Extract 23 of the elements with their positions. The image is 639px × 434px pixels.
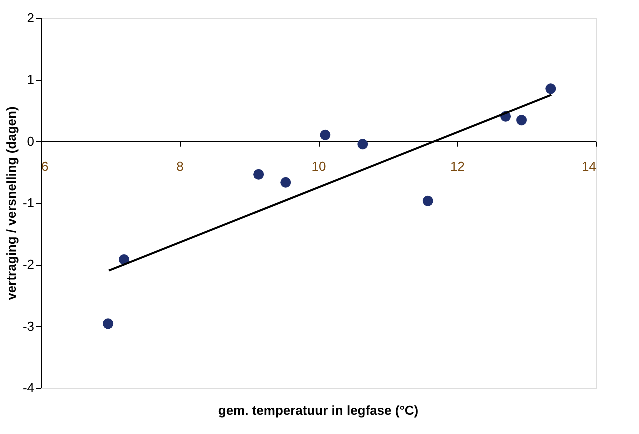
point	[103, 318, 114, 330]
point	[280, 177, 292, 188]
y-tick-label: -3	[22, 318, 34, 334]
y-tick-label: 1	[27, 72, 34, 88]
point	[358, 139, 368, 150]
x-tick-label: 10	[312, 158, 326, 174]
y-tick-label: -2	[22, 257, 34, 272]
x-tick-label: 12	[450, 158, 465, 174]
x-tick-label: 8	[176, 158, 184, 174]
x-tick-label: 14	[582, 158, 596, 174]
y-tick-label: 0	[27, 134, 34, 149]
point	[320, 130, 331, 140]
point	[516, 115, 528, 126]
point	[546, 84, 556, 94]
point	[422, 196, 434, 206]
point	[254, 169, 264, 180]
x-tick-label: 6	[42, 158, 49, 174]
y-tick-label: -4	[22, 380, 34, 396]
x-axis-title: gem. temperatuur in legfase (°C)	[218, 403, 419, 418]
y-tick-label: -1	[22, 196, 34, 210]
point	[119, 254, 130, 265]
y-axis-title: vertraging / versnelling (dagen)	[4, 106, 19, 300]
y-tick-label: 2	[27, 10, 34, 26]
